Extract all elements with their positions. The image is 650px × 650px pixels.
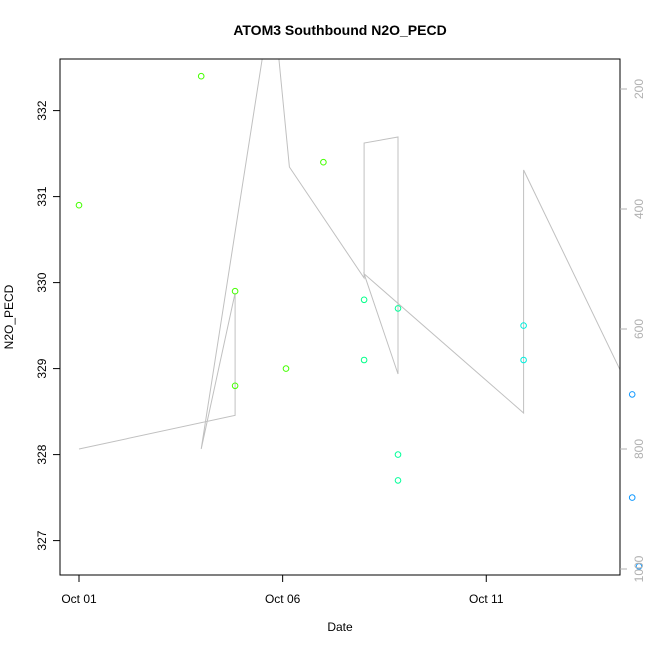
data-point-15	[635, 563, 643, 570]
data-point-7	[360, 356, 368, 364]
x-axis-label: Date	[327, 620, 353, 634]
data-point-2	[231, 287, 239, 295]
chart-title: ATOM3 Southbound N2O_PECD	[233, 22, 446, 38]
data-point-1	[197, 72, 205, 80]
y-tick-label-4: 331	[35, 186, 49, 206]
data-point-0	[75, 201, 83, 209]
y-axis-label: N2O_PECD	[2, 284, 16, 349]
x-tick-label-1: Oct 06	[265, 592, 301, 606]
y2-tick-label-1: 400	[632, 199, 646, 219]
data-point-8	[394, 305, 402, 312]
data-point-13	[628, 391, 636, 398]
data-point-3	[231, 382, 239, 390]
x-tick-label-2: Oct 11	[469, 592, 504, 606]
axes: 327 328 329 330 331 332 200 400 600 800 1000 Oct 01…	[35, 79, 646, 606]
y-tick-label-2: 329	[35, 358, 49, 378]
plot-area	[75, 59, 643, 570]
data-point-11	[520, 322, 527, 329]
y2-tick-label-4: 1000	[632, 555, 646, 582]
x-tick-label-0: Oct 01	[61, 592, 97, 606]
y-tick-label-0: 327	[35, 530, 49, 550]
y-tick-label-3: 330	[35, 272, 49, 292]
pressure-trace-line	[78, 59, 620, 450]
y2-tick-label-3: 800	[632, 439, 646, 459]
y-tick-label-1: 328	[35, 444, 49, 464]
data-point-5	[320, 158, 327, 166]
data-point-9	[394, 451, 402, 458]
y2-tick-label-0: 200	[632, 79, 646, 99]
data-point-12	[520, 356, 527, 364]
y2-tick-label-2: 600	[632, 319, 646, 339]
data-point-10	[394, 477, 402, 484]
plot-frame	[59, 58, 621, 576]
data-point-4	[282, 365, 290, 372]
y-tick-label-5: 332	[35, 100, 49, 120]
data-point-6	[360, 296, 368, 304]
data-point-14	[628, 494, 636, 501]
